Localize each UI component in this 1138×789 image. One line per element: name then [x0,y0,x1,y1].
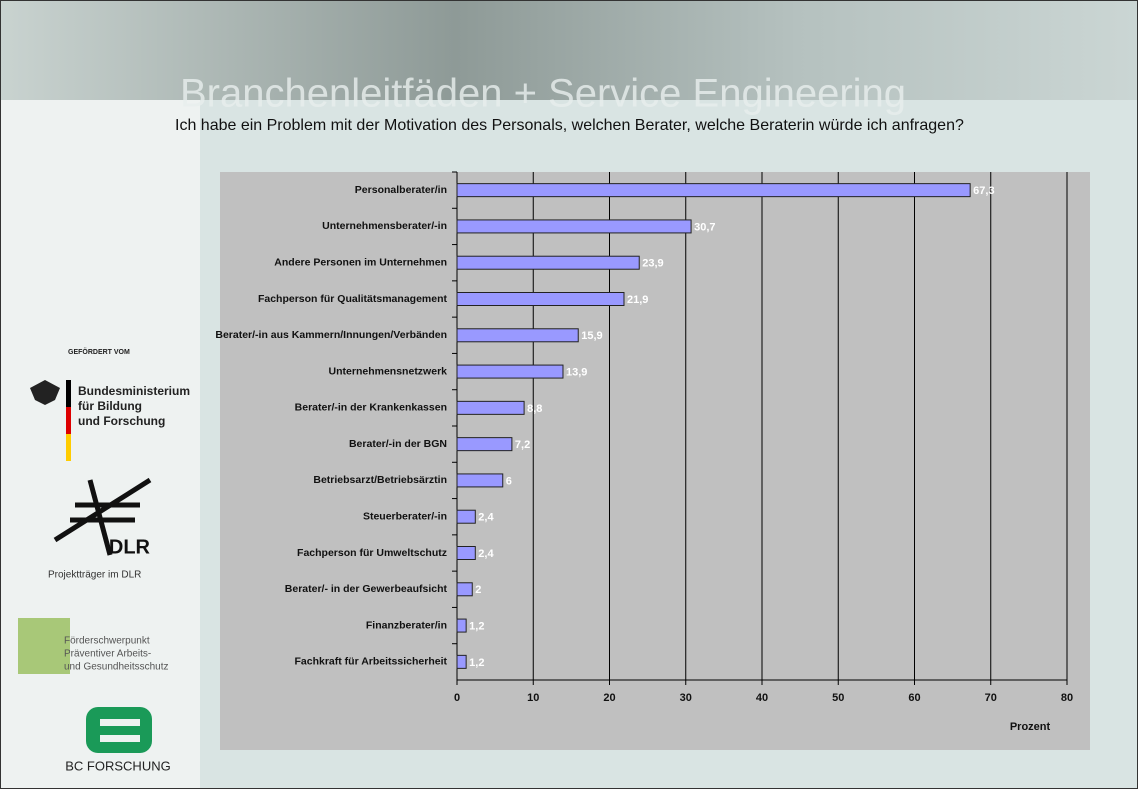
x-tick-label: 50 [832,692,844,704]
bar [456,437,513,452]
focus-line: und Gesundheitsschutz [64,662,169,673]
flag-red [66,407,71,434]
bar [456,328,579,343]
bar [456,582,473,597]
ministry-line: und Forschung [78,414,165,428]
y-tick-label: Fachperson für Qualitätsmanagement [258,293,448,305]
bar [456,400,525,415]
value-label: 30,7 [694,221,715,233]
value-label: 2,4 [478,548,494,560]
y-tick-label: Steuerberater/-in [363,510,447,522]
bc-logo-slot [100,719,140,726]
x-tick-label: 0 [454,692,460,704]
y-tick-label: Berater/-in der Krankenkassen [295,402,447,414]
y-tick-label: Berater/- in der Gewerbeaufsicht [285,583,448,595]
chart-title: Ich habe ein Problem mit der Motivation … [175,117,964,134]
funded-by: GEFÖRDERT VOM [68,347,130,356]
y-tick-label: Fachperson für Umweltschutz [297,547,447,559]
x-tick-label: 40 [756,692,768,704]
y-tick-label: Unternehmensberater/-in [322,220,447,232]
value-label: 1,2 [469,620,484,632]
bar [456,255,640,270]
y-tick-label: Personalberater/in [355,184,447,196]
y-tick-label: Unternehmensnetzwerk [329,365,448,377]
ministry-line: Bundesministerium [78,384,190,398]
bar [456,219,692,234]
value-label: 2 [475,584,481,596]
dlr: DLR [109,536,151,558]
y-tick-label: Berater/-in aus Kammern/Innungen/Verbänd… [215,329,447,341]
y-tick-label: Fachkraft für Arbeitssicherheit [295,656,448,668]
focus-logo [18,618,70,674]
chart-background [220,172,1090,750]
y-tick-label: Andere Personen im Unternehmen [274,256,447,268]
bc: BC FORSCHUNG [65,758,170,773]
y-tick-label: Berater/-in der BGN [349,438,447,450]
flag-gold [66,434,71,461]
banner [0,0,1138,100]
eagle [30,380,60,405]
bar [456,183,971,198]
x-tick-label: 60 [908,692,920,704]
bar [456,509,476,524]
y-tick-label: Finanzberater/in [366,619,447,631]
bar [456,546,476,560]
x-axis-label: Prozent [1010,721,1051,733]
bar [456,654,467,669]
bc-logo [86,707,152,753]
dlr-caption: Projektträger im DLR [48,570,141,581]
x-tick-label: 20 [603,692,615,704]
dlr-logo [53,477,152,556]
bc-logo-slot [100,735,140,742]
flag-black [66,380,71,407]
value-label: 2,4 [478,512,494,524]
value-label: 8,8 [527,403,542,415]
sidebar [0,100,200,789]
value-label: 7,2 [515,439,530,451]
value-label: 15,9 [581,330,602,342]
bar [456,473,504,488]
bar [456,292,625,306]
focus-line: Förderschwerpunkt [64,636,150,647]
y-tick-label: Betriebsarzt/Betriebsärztin [313,474,447,486]
banner-title: Branchenleitfäden + Service Engineering [180,72,906,116]
focus-line: Präventiver Arbeits- [64,649,151,660]
value-label: 6 [506,475,512,487]
value-label: 67,3 [973,185,994,197]
bar [456,618,467,633]
x-tick-label: 70 [985,692,997,704]
value-label: 1,2 [469,657,484,669]
value-label: 21,9 [627,294,648,306]
x-tick-label: 30 [680,692,692,704]
bar [456,364,564,379]
x-tick-label: 80 [1061,692,1073,704]
value-label: 13,9 [566,366,587,378]
x-tick-label: 10 [527,692,539,704]
value-label: 23,9 [642,258,663,270]
ministry-line: für Bildung [78,399,142,413]
